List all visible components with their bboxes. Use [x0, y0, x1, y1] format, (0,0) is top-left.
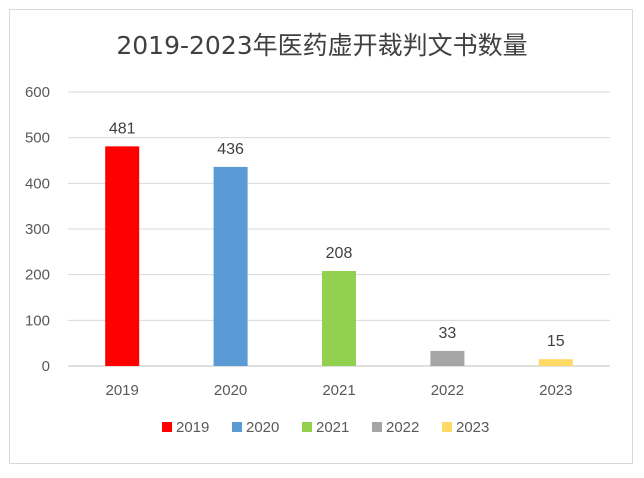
- y-tick-label: 0: [42, 358, 50, 375]
- y-tick-label: 400: [25, 175, 50, 192]
- gridlines: [68, 91, 610, 367]
- bar-2019: [105, 146, 140, 366]
- legend: 2019 2020 2021 2022 2023: [162, 419, 489, 436]
- y-axis-ticks: 0 100 200 300 400 500 600: [25, 84, 50, 375]
- legend-swatch-2023: [442, 422, 452, 432]
- legend-label-2021: 2021: [316, 419, 349, 436]
- data-labels: 481 436 208 33 15: [109, 120, 565, 350]
- x-tick-label: 2021: [322, 382, 355, 399]
- legend-swatch-2021: [302, 422, 312, 432]
- x-tick-label: 2020: [214, 382, 247, 399]
- legend-swatch-2022: [372, 422, 382, 432]
- y-tick-label: 300: [25, 221, 50, 238]
- legend-label-2020: 2020: [246, 419, 279, 436]
- data-label-2023: 15: [547, 333, 565, 350]
- legend-swatch-2019: [162, 422, 172, 432]
- y-tick-label: 500: [25, 130, 50, 147]
- legend-label-2023: 2023: [456, 419, 489, 436]
- x-tick-label: 2023: [539, 382, 572, 399]
- y-tick-label: 200: [25, 267, 50, 284]
- x-tick-label: 2022: [431, 382, 464, 399]
- data-label-2019: 481: [109, 120, 136, 137]
- bar-2022: [430, 350, 465, 366]
- x-tick-label: 2019: [106, 382, 139, 399]
- y-tick-label: 100: [25, 312, 50, 329]
- x-axis-ticks: 2019 2020 2021 2022 2023: [106, 382, 573, 399]
- bar-2021: [322, 271, 356, 366]
- y-tick-label: 600: [25, 84, 50, 101]
- legend-swatch-2020: [232, 422, 242, 432]
- bar-2023: [538, 359, 573, 366]
- data-label-2022: 33: [439, 325, 457, 342]
- bar-2020: [213, 166, 248, 366]
- chart-title: 2019-2023年医药虚开裁判文书数量: [116, 31, 527, 60]
- legend-label-2019: 2019: [176, 419, 209, 436]
- legend-label-2022: 2022: [386, 419, 419, 436]
- data-label-2021: 208: [326, 245, 353, 262]
- data-label-2020: 436: [217, 141, 244, 158]
- bars: [105, 146, 573, 366]
